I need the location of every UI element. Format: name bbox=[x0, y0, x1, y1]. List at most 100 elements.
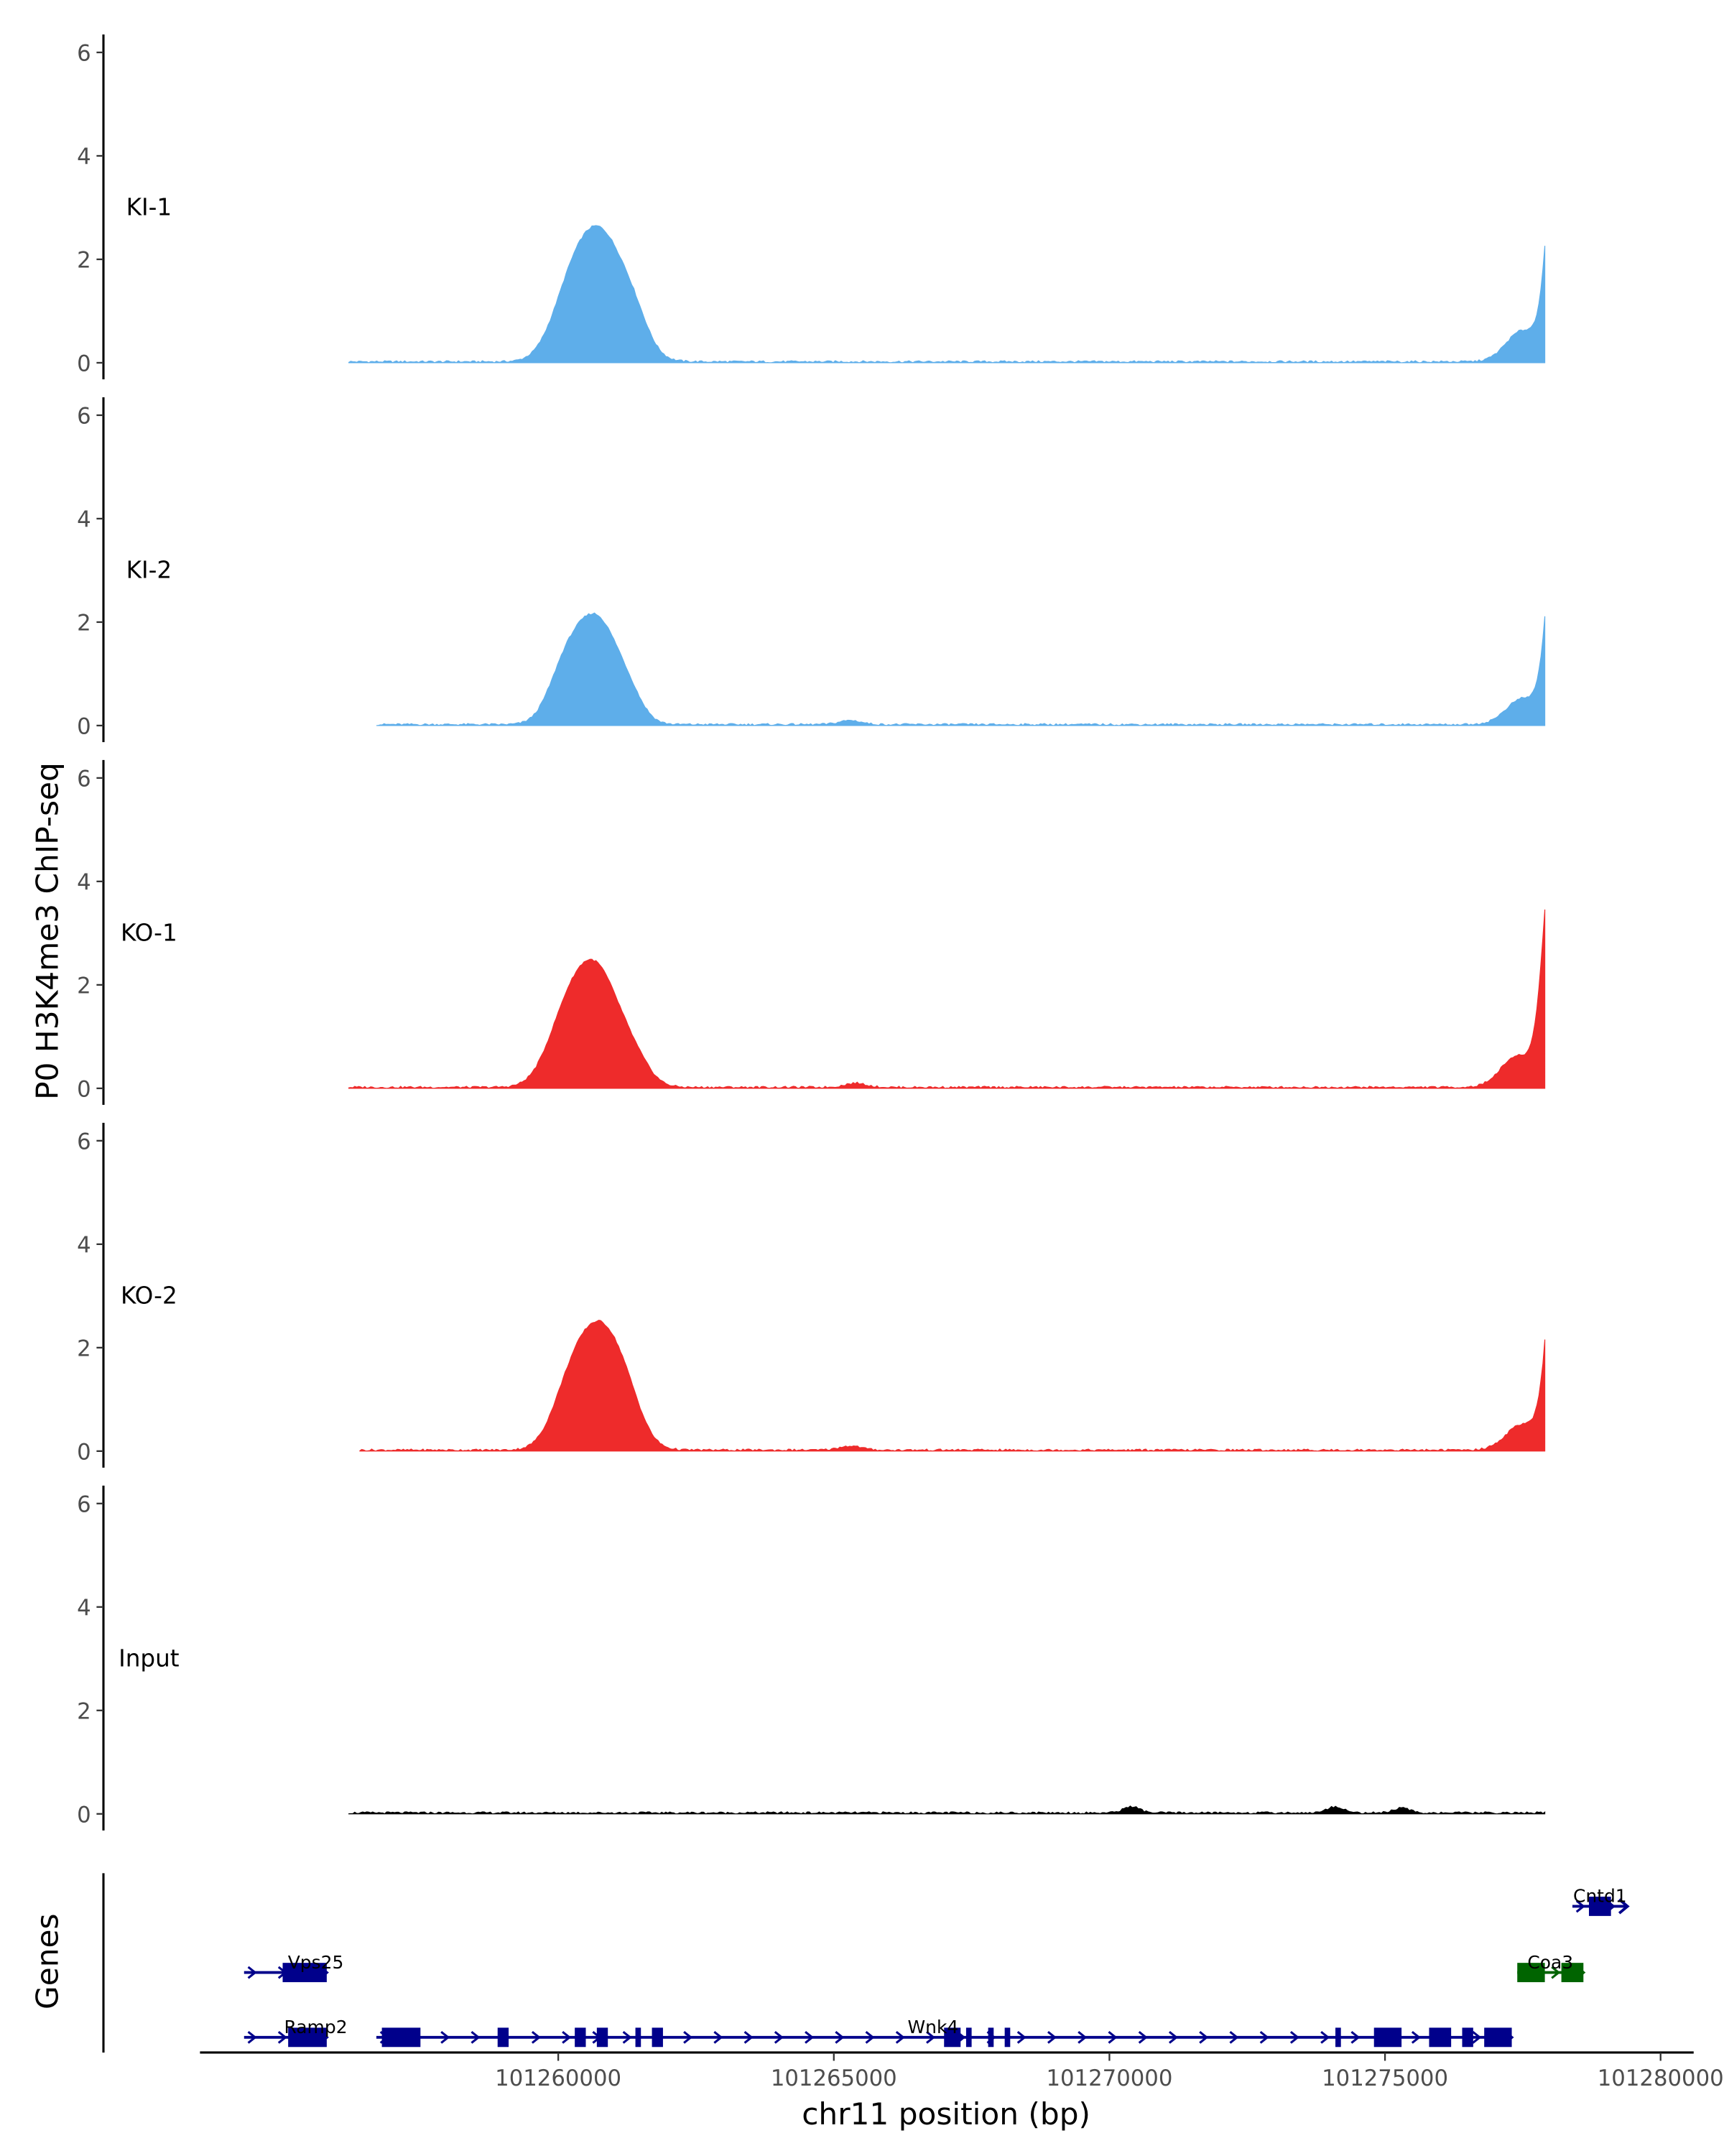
y-tick-label: 0 bbox=[77, 713, 91, 739]
y-tick-label: 4 bbox=[77, 506, 91, 532]
x-axis-title: chr11 position (bp) bbox=[802, 2096, 1090, 2132]
y-tick-label: 0 bbox=[77, 1802, 91, 1828]
strand-arrow bbox=[1472, 2030, 1482, 2044]
genes-layer: Cntd1 Vps25 Coa3 Ramp2 Wnk4 bbox=[102, 1873, 1630, 2053]
y-tick-label: 4 bbox=[77, 144, 91, 170]
strand-arrow bbox=[1350, 2030, 1361, 2044]
strand-arrow bbox=[1411, 2030, 1421, 2044]
track-label: KO-2 bbox=[121, 1282, 177, 1309]
strand-arrow bbox=[1047, 2030, 1057, 2044]
x-tick-label: 101280000 bbox=[1598, 2065, 1724, 2091]
exon bbox=[1004, 2027, 1011, 2048]
track-label: KO-1 bbox=[121, 919, 177, 946]
exon bbox=[1517, 1963, 1545, 1983]
x-tick-label: 101265000 bbox=[771, 2065, 897, 2091]
gene-coa3: Coa3 bbox=[1517, 1952, 1586, 1983]
exon bbox=[944, 2027, 961, 2048]
exon bbox=[1462, 2027, 1473, 2048]
exon bbox=[575, 2027, 586, 2048]
strand-arrow bbox=[1259, 2030, 1269, 2044]
gene-label: Ramp2 bbox=[284, 2017, 347, 2037]
exon bbox=[635, 2027, 641, 2048]
y-tick-label: 6 bbox=[77, 766, 91, 792]
exon bbox=[652, 2027, 663, 2048]
strand-arrow bbox=[531, 2030, 541, 2044]
y-tick-label: 2 bbox=[77, 247, 91, 273]
signal-area bbox=[348, 225, 1546, 364]
x-tick-label: 101275000 bbox=[1322, 2065, 1448, 2091]
gene-wnk4: Wnk4 bbox=[376, 2017, 1514, 2048]
y-tick-label: 0 bbox=[77, 351, 91, 376]
y-tick-label: 0 bbox=[77, 1076, 91, 1102]
gene-end-arrow bbox=[1618, 1898, 1630, 1915]
strand-arrow bbox=[277, 2030, 287, 2044]
strand-arrow bbox=[1289, 2030, 1299, 2044]
y-tick-label: 4 bbox=[77, 869, 91, 895]
strand-arrow bbox=[471, 2030, 481, 2044]
y-tick-label: 6 bbox=[77, 1129, 91, 1155]
strand-arrow bbox=[440, 2030, 450, 2044]
strand-arrow bbox=[1016, 2030, 1026, 2044]
y-tick-label: 2 bbox=[77, 610, 91, 636]
strand-arrow bbox=[1078, 2030, 1088, 2044]
strand-arrow bbox=[622, 2030, 632, 2044]
strand-arrow bbox=[1551, 1966, 1561, 1979]
track-panel-input: 0 2 4 6 Input bbox=[77, 1485, 1546, 1831]
strand-arrow bbox=[713, 2030, 723, 2044]
gene-ramp2: Ramp2 bbox=[244, 2017, 348, 2048]
y-tick-label: 2 bbox=[77, 973, 91, 999]
strand-arrow bbox=[835, 2030, 845, 2044]
x-axis: 101260000 101265000 101270000 101275000 1012… bbox=[200, 2051, 1724, 2091]
exon bbox=[1588, 1897, 1611, 1916]
gene-label: Cntd1 bbox=[1573, 1886, 1627, 1907]
exon bbox=[1561, 1963, 1584, 1983]
track-panel-ko-2: 0 2 4 6 KO-2 bbox=[77, 1122, 1546, 1468]
track-panel-ki-2: 0 2 4 6 KI-2 bbox=[77, 397, 1546, 742]
track-panel-ki-1: 0 2 4 6 KI-1 bbox=[77, 34, 1546, 379]
gene-vps25: Vps25 bbox=[244, 1952, 344, 1983]
y-tick-label: 4 bbox=[77, 1232, 91, 1258]
y-axis-title: P0 H3K4me3 ChIP-seq bbox=[30, 762, 65, 1100]
strand-arrow bbox=[1575, 1900, 1585, 1913]
strand-arrow bbox=[805, 2030, 815, 2044]
x-tick-label: 101260000 bbox=[495, 2065, 621, 2091]
x-tick-label: 101270000 bbox=[1046, 2065, 1172, 2091]
track-panel-ko-1: 0 2 4 6 KO-1 bbox=[77, 759, 1546, 1105]
strand-arrow bbox=[895, 2030, 905, 2044]
exon bbox=[1429, 2027, 1452, 2048]
strand-arrow bbox=[1199, 2030, 1209, 2044]
track-label: KI-1 bbox=[126, 194, 172, 221]
strand-arrow bbox=[247, 1966, 257, 1979]
y-tick-label: 2 bbox=[77, 1336, 91, 1361]
strand-arrow bbox=[1168, 2030, 1178, 2044]
exon bbox=[497, 2027, 509, 2048]
signal-area bbox=[348, 910, 1546, 1089]
strand-arrow bbox=[247, 2030, 257, 2044]
exon bbox=[1373, 2027, 1402, 2048]
strand-arrow bbox=[562, 2030, 572, 2044]
strand-arrow bbox=[865, 2030, 875, 2044]
genes-axis-title: Genes bbox=[30, 1914, 65, 2009]
exon bbox=[288, 2027, 327, 2048]
exon bbox=[381, 2027, 421, 2048]
strand-arrow bbox=[774, 2030, 784, 2044]
y-tick-label: 6 bbox=[77, 1491, 91, 1517]
strand-arrow bbox=[1229, 2030, 1239, 2044]
strand-arrow bbox=[743, 2030, 754, 2044]
gene-label: Coa3 bbox=[1527, 1952, 1573, 1973]
exon bbox=[1484, 2027, 1512, 2048]
track-label: KI-2 bbox=[126, 556, 172, 583]
signal-area bbox=[376, 612, 1546, 726]
exon bbox=[596, 2027, 608, 2048]
tracks-layer: 0 2 4 6 KI-1 0 2 4 6 KI-2 0 2 4 6 KO-1 0 2 4 6 KO-2 0 2 4 6 Inpu… bbox=[77, 34, 1546, 1831]
gene-label: Vps25 bbox=[288, 1952, 344, 1973]
signal-area bbox=[348, 1805, 1546, 1815]
strand-arrow bbox=[1108, 2030, 1118, 2044]
strand-arrow bbox=[1138, 2030, 1148, 2044]
gene-label: Wnk4 bbox=[907, 2017, 958, 2037]
strand-arrow bbox=[926, 2030, 936, 2044]
strand-arrow bbox=[1320, 2030, 1330, 2044]
exon bbox=[282, 1963, 327, 1983]
